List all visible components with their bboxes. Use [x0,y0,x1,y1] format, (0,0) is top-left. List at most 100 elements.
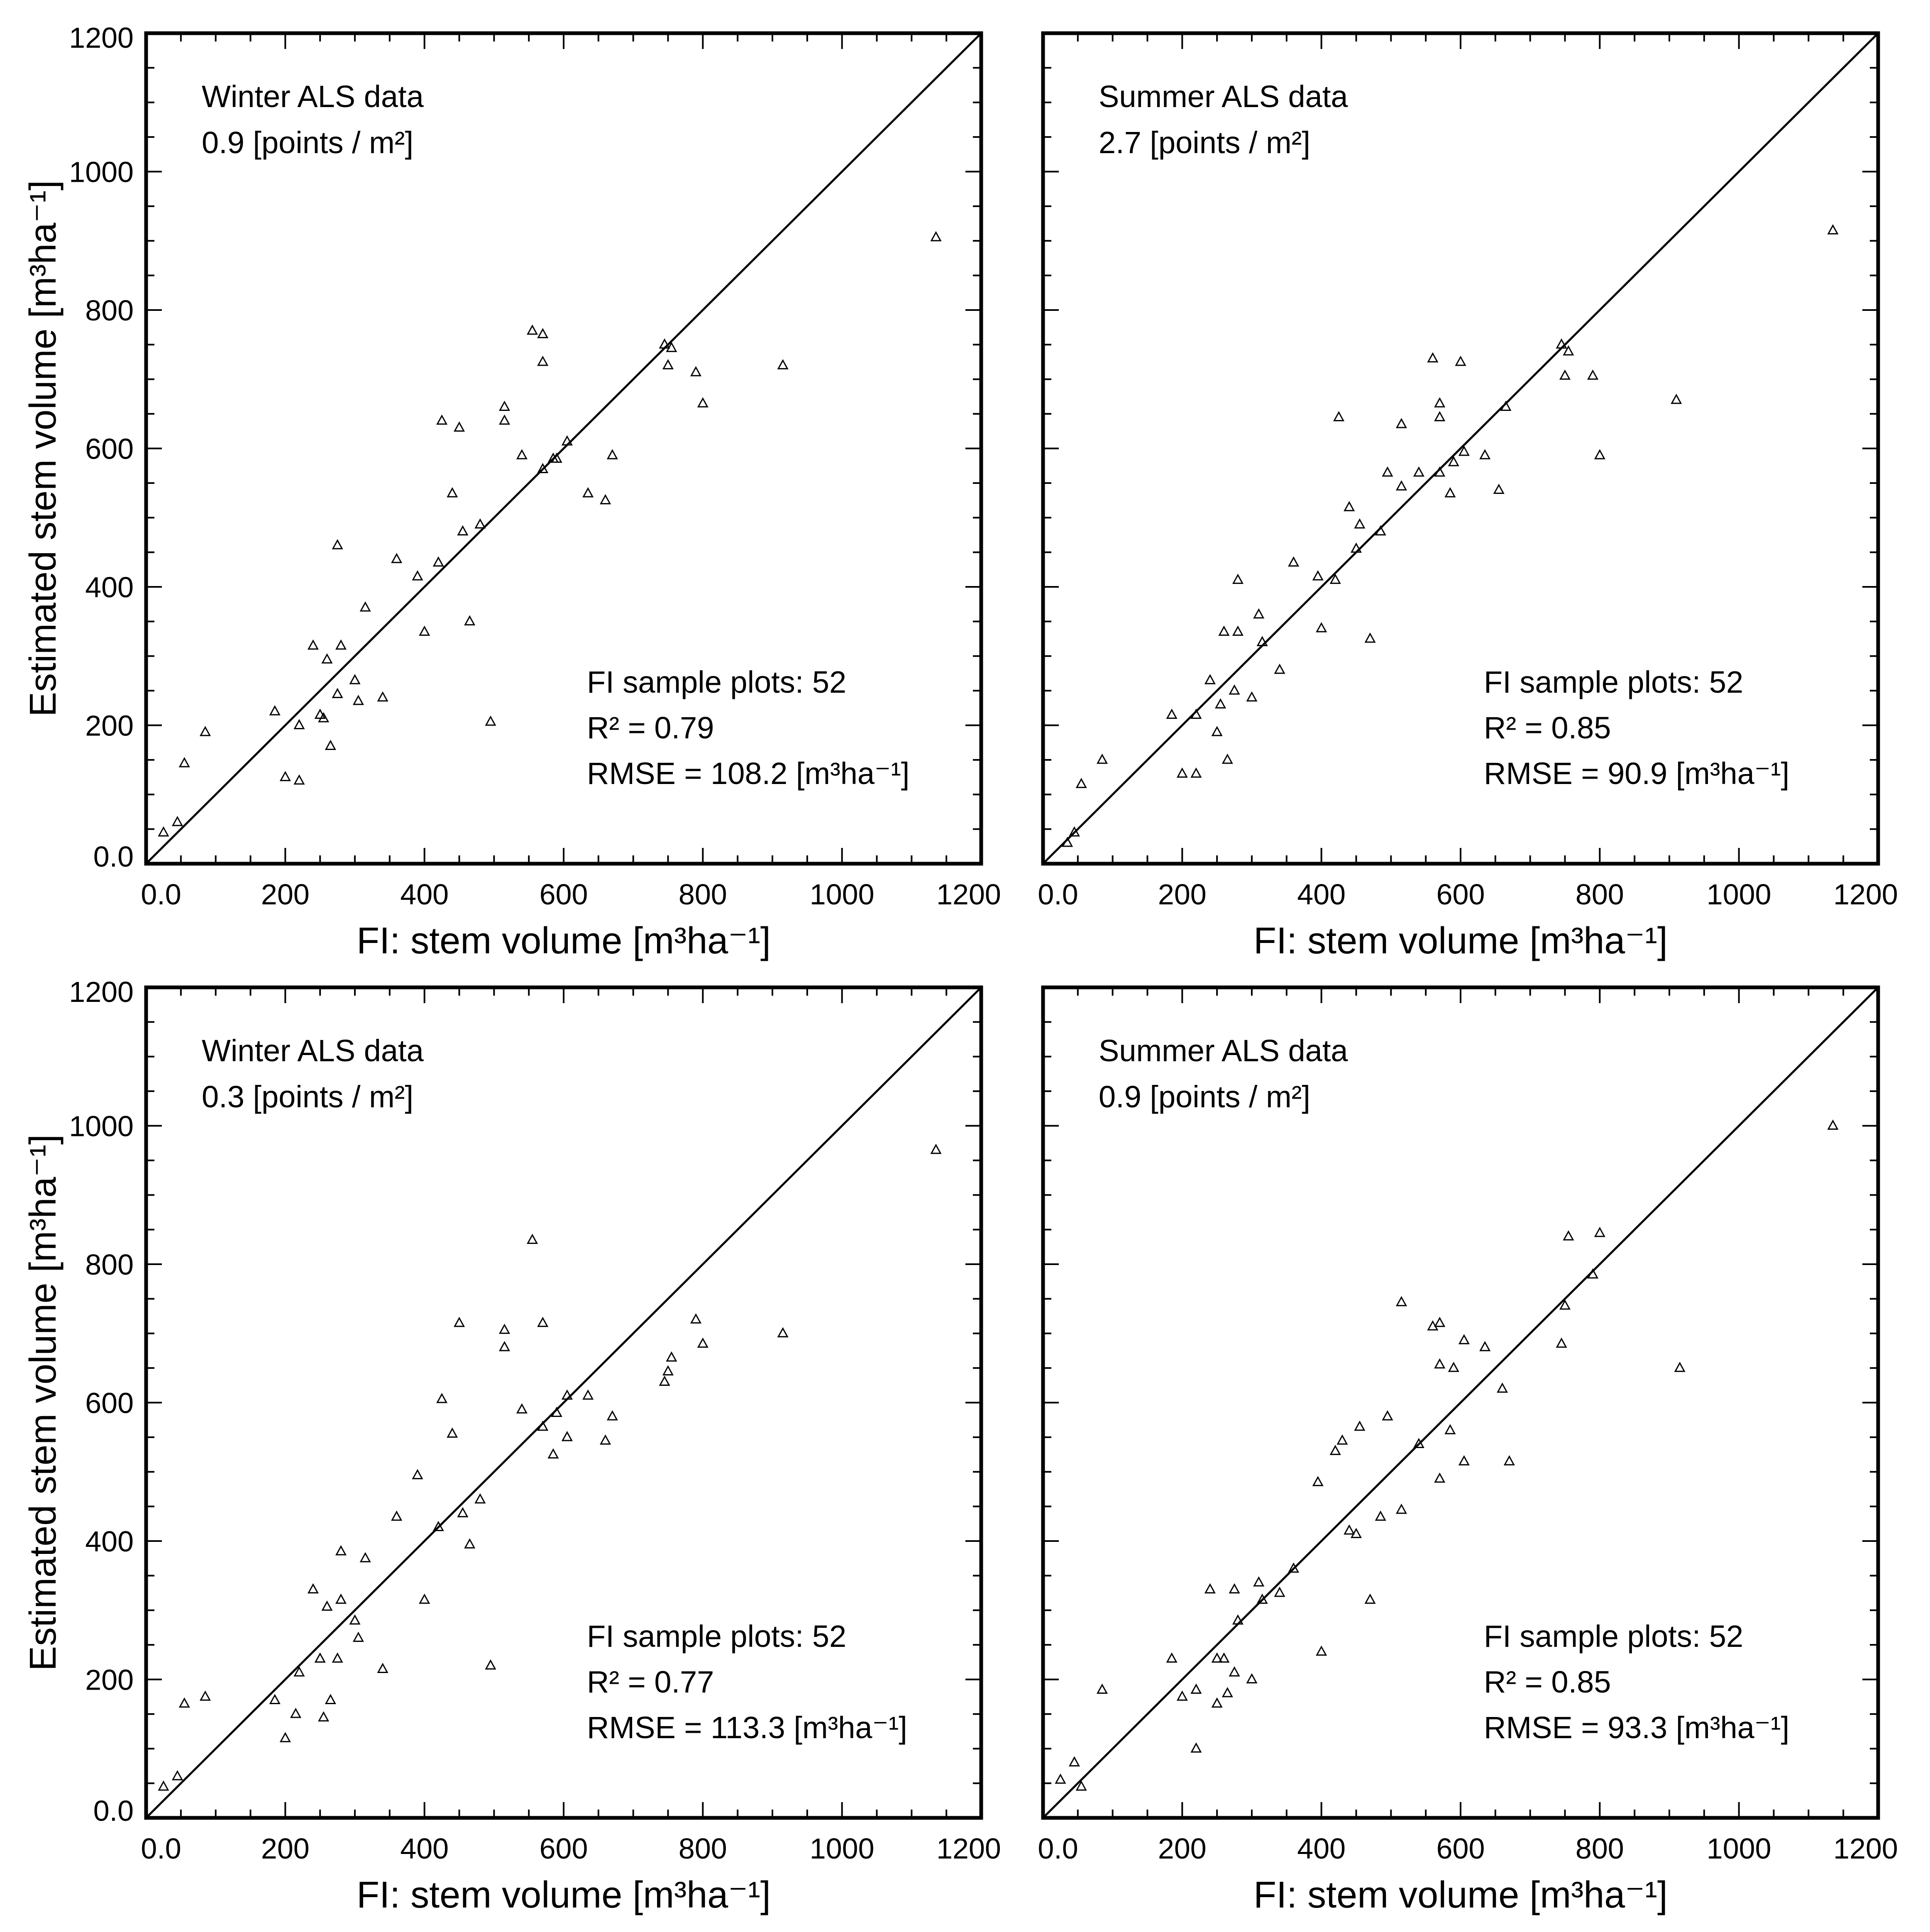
data-point [412,570,423,581]
data-point [606,1410,618,1421]
x-tick-label: 600 [1437,878,1485,911]
data-point [1354,1420,1366,1431]
data-point [1336,1434,1348,1445]
r-squared-label: R² = 0.85 [1484,1665,1611,1699]
one-to-one-line [145,987,982,1819]
data-point [1594,1226,1605,1237]
data-point [1563,345,1574,356]
data-point [1329,574,1341,584]
scatter-panel-2: 0.0 200 400 600 800 1000 1200 Summer ALS data 2.… [1038,31,1898,962]
y-tick-label: 400 [85,571,134,603]
data-point [1246,691,1258,702]
r-squared-label: R² = 0.77 [587,1665,714,1699]
data-point [457,525,469,536]
season-label: Summer ALS data [1099,79,1348,114]
data-point [697,1337,708,1348]
data-point [1434,411,1446,421]
data-point [537,463,549,474]
data-point [1448,1362,1459,1372]
data-point [349,1614,361,1625]
data-point [1556,338,1567,349]
data-point [1096,753,1108,764]
data-point [307,1583,319,1594]
rmse-label: RMSE = 93.3 [m³ha⁻¹] [1484,1710,1789,1745]
data-point [1674,1362,1686,1372]
x-tick-label: 400 [1297,878,1346,911]
data-point [457,1507,469,1517]
data-point [1375,1510,1386,1521]
data-point [1497,1382,1508,1393]
x-axis-title: FI: stem volume [m³ha⁻¹] [1253,1874,1668,1916]
x-tick-label: 0.0 [141,878,181,911]
data-point [332,688,343,698]
data-point [1176,767,1188,778]
data-point [158,826,169,837]
sample-plots-label: FI sample plots: 52 [1484,1619,1743,1654]
data-point [1413,466,1424,477]
season-label: Summer ALS data [1099,1033,1348,1068]
data-point [1312,1476,1324,1486]
scatter-panel-1: 0.0 200 400 600 800 1000 1200 0.0 200 400 600 800 10… [22,22,1001,962]
data-point [690,1313,702,1324]
data-point [447,487,458,498]
data-point [1458,445,1470,456]
r-squared-label: R² = 0.79 [587,711,714,745]
x-tick-label: 800 [1576,878,1624,911]
data-point [1274,663,1285,674]
data-point [1364,632,1376,643]
data-point [447,1427,458,1438]
data-point [537,355,549,366]
point-density-label: 0.3 [points / m²] [202,1080,413,1114]
data-point [178,757,190,767]
y-tick-label: 0.0 [93,1795,134,1827]
data-point [1458,1334,1470,1344]
data-point [1316,1645,1327,1656]
x-tick-label: 200 [1158,1832,1207,1865]
x-tick-label: 400 [1297,1832,1346,1865]
data-point [1218,1652,1230,1663]
data-point [171,1770,183,1781]
data-point [1190,1742,1202,1753]
data-point [453,1316,465,1327]
data-point [332,1652,343,1663]
data-point [307,639,319,650]
data-point [777,1327,789,1338]
data-point [325,740,336,750]
data-point [1827,224,1839,234]
x-axis-title: FI: stem volume [m³ha⁻¹] [1253,920,1668,962]
data-point [293,719,305,729]
data-point [321,653,333,664]
x-tick-label: 800 [679,1832,727,1865]
x-tick-label: 1200 [1833,878,1898,911]
x-tick-label: 1000 [810,878,875,911]
data-point [412,1469,423,1480]
data-point [432,556,444,567]
y-tick-label: 400 [85,1525,134,1558]
x-tick-label: 1000 [1707,878,1771,911]
data-point [1232,574,1244,584]
x-tick-label: 600 [540,878,588,911]
data-point [171,816,183,826]
data-point [1274,1586,1285,1597]
data-point [551,452,562,463]
data-point [1222,1687,1233,1698]
data-point [659,1375,670,1386]
data-point [1253,608,1265,619]
data-point [1316,622,1327,633]
data-point [527,324,538,335]
data-point [318,1711,330,1722]
data-point [582,1389,594,1400]
data-point [561,435,573,446]
data-point [1215,698,1226,708]
data-point [1434,397,1446,408]
data-point [1455,355,1466,366]
y-tick-label: 800 [85,1248,134,1281]
data-point [325,1694,336,1705]
data-point [1068,1756,1080,1767]
data-point [1256,1593,1268,1604]
data-point [1229,684,1240,695]
data-point [547,1448,559,1459]
data-point [666,342,677,352]
data-point [1211,1697,1223,1708]
